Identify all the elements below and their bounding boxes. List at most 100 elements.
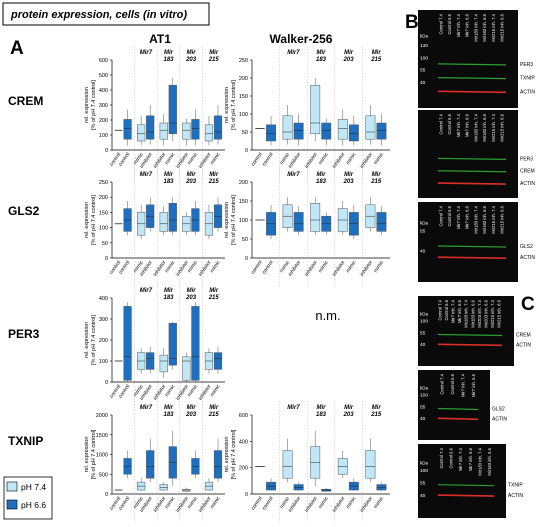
box <box>191 306 200 381</box>
blot-background <box>418 444 506 518</box>
lane-label: Mir183 inh. 6.6 <box>482 13 487 41</box>
y-tick-label: 300 <box>99 317 108 323</box>
mir-label: Mir <box>164 405 174 411</box>
size-marker: 40 <box>420 248 426 254</box>
legend-swatch-ph66 <box>6 499 18 510</box>
kda-label: kDa <box>420 220 428 225</box>
row-label-txnip: TXNIP <box>8 434 43 448</box>
box <box>282 450 293 479</box>
box <box>213 352 223 370</box>
box <box>266 124 276 142</box>
x-tick-label: inhibitor <box>331 151 346 169</box>
band-label: PER3 <box>520 62 533 68</box>
mir-label: 215 <box>208 57 220 63</box>
x-tick-label: inhibitor <box>359 259 374 277</box>
box-plot-wk-gls2: 200 150 100 50 0 rel. expression [% of pH 7.4 … <box>224 168 390 288</box>
lane-label: Mir7 inh. 7.4 <box>456 205 461 229</box>
size-marker: 100 <box>420 393 428 399</box>
legend: pH 7.4 pH 6.6 <box>3 476 53 520</box>
lane-label: Mir215 inh. 7.4 <box>490 299 495 327</box>
mir-label: 203 <box>343 412 355 418</box>
lane-label: Control 7.4 <box>439 447 444 468</box>
not-measured: n.m. <box>315 308 340 323</box>
lane-label: Mir215 inh. 6.6 <box>500 205 505 233</box>
y-tick-label: 150 <box>99 210 108 216</box>
size-marker: 55 <box>420 68 426 74</box>
lane-label: Mir7 inh. 6.6 <box>465 13 470 37</box>
mir-label: Mir <box>209 50 219 56</box>
box <box>168 84 177 135</box>
y-axis-title-line1: rel. expression <box>224 87 230 123</box>
size-marker: 100 <box>420 55 428 61</box>
band-label: TXNIP <box>508 483 523 489</box>
x-tick-label: mimic <box>317 495 330 510</box>
band-actin <box>437 417 479 421</box>
box <box>159 122 168 140</box>
panel-label-b: B <box>405 12 419 33</box>
y-tick-label: 100 <box>239 218 248 224</box>
mir-label: 183 <box>163 295 174 301</box>
mir-label: Mir <box>317 405 327 411</box>
lane-label: Mir183 inh. 6.6 <box>482 205 487 233</box>
mir-label: Mir7 <box>140 172 153 178</box>
x-tick-label: mimic <box>317 259 330 274</box>
y-tick-label: 100 <box>239 112 248 118</box>
mir-label: Mir <box>372 50 382 56</box>
x-tick-label: mimic <box>187 383 200 398</box>
y-tick-label: 50 <box>102 241 108 247</box>
box <box>146 352 155 370</box>
x-tick-label: mimic <box>187 495 200 510</box>
x-tick-label: inhibitor <box>359 151 374 169</box>
band-gls2 <box>437 407 479 411</box>
mir-label: Mir <box>317 50 327 56</box>
mir-label: 215 <box>370 57 382 63</box>
column-title-walker: Walker-256 <box>270 32 333 46</box>
y-tick-label: 600 <box>99 58 108 64</box>
y-tick-label: 0 <box>105 380 108 386</box>
lane-label: Mir7 inh. 6.6 <box>465 205 470 229</box>
blot-b1: Control 7.4 Control 6.6 Mir7 inh. 7.4 Mir7 … <box>418 10 535 108</box>
mir-label: 215 <box>208 179 220 185</box>
box <box>376 212 387 232</box>
mir-label: 203 <box>185 57 197 63</box>
band-gls2 <box>437 245 507 248</box>
kda-label: kDa <box>420 33 428 38</box>
band-label: GLS2 <box>520 244 533 250</box>
mir-label: Mir7 <box>287 50 300 56</box>
mir-label: Mir7 <box>287 405 300 411</box>
row-labels: CREM GLS2 PER3 TXNIP <box>8 94 43 448</box>
y-tick-label: 100 <box>99 359 108 365</box>
mir-label: Mir <box>164 288 174 294</box>
y-tick-label: 200 <box>239 180 248 186</box>
box-plot-at1-gls2: 250 200 150 100 50 0 rel. expression [% of pH 7… <box>84 168 225 288</box>
lane-label: Control 7.4 <box>439 373 444 394</box>
band-actin <box>437 90 507 94</box>
y-tick-label: 0 <box>245 148 248 154</box>
box <box>310 203 321 232</box>
lane-label: Mir7 inh. 6.6 <box>471 373 476 397</box>
box <box>365 450 376 479</box>
x-tick-label: mimic <box>164 383 177 398</box>
band-txnip <box>437 484 495 487</box>
box <box>376 484 387 491</box>
x-tick-label: mimic <box>209 151 222 166</box>
band-label: ACTIN <box>520 255 535 261</box>
lane-label: Control 7.4 <box>438 113 443 134</box>
y-tick-label: 250 <box>239 58 248 64</box>
y-tick-label: 0 <box>105 148 108 154</box>
blot-background <box>418 202 518 282</box>
box <box>321 122 332 140</box>
lane-label: Control 7.4 <box>438 13 443 34</box>
size-marker: 100 <box>420 319 428 325</box>
mir-label: 203 <box>185 295 197 301</box>
panel-label-c: C <box>521 294 535 315</box>
box <box>337 119 348 140</box>
box <box>282 115 293 140</box>
mir-label: 215 <box>208 412 220 418</box>
x-tick-label: control <box>261 152 275 168</box>
y-tick-label: 100 <box>99 133 108 139</box>
lane-label: Mir7 inh. 7.4 <box>456 13 461 37</box>
lane-label: Mir7 inh. 6.6 <box>465 113 470 137</box>
